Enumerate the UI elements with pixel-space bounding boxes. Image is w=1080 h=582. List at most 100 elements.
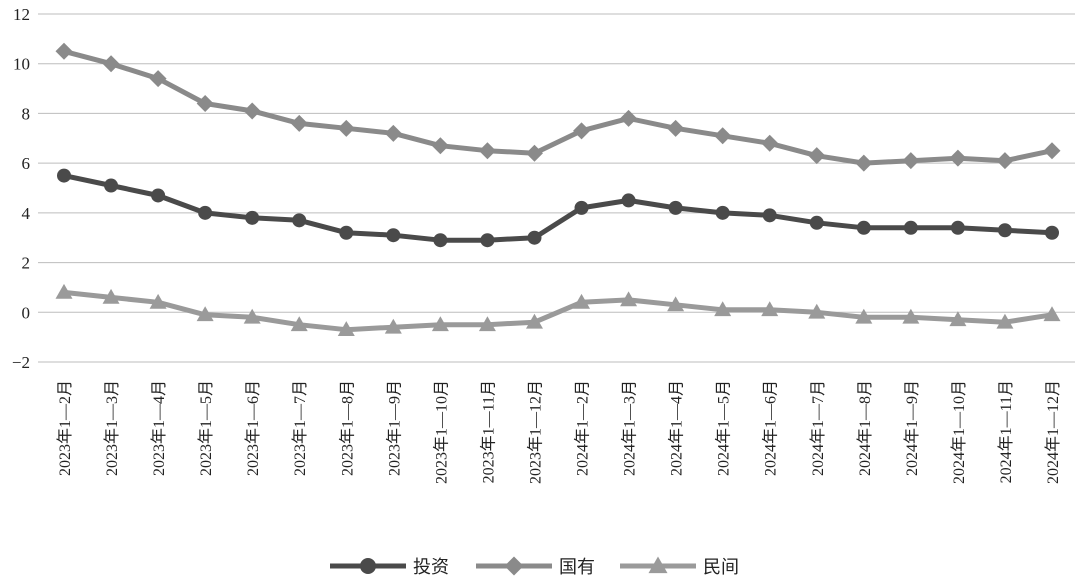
x-tick-label: 2023年1—9月: [385, 380, 403, 476]
x-tick-label: 2024年1—11月: [997, 380, 1015, 483]
series-2: [55, 42, 1061, 172]
x-tick-label: 2023年1—10月: [432, 380, 450, 484]
data-point: [245, 210, 260, 225]
data-point: [808, 303, 826, 319]
data-point: [525, 313, 543, 329]
y-axis-ticks: 12 10 8 6 4 2 0 −2: [12, 5, 31, 372]
y-tick-label: 10: [13, 55, 30, 74]
series-group: [55, 42, 1061, 337]
data-point: [1043, 306, 1061, 322]
data-point: [997, 223, 1012, 238]
x-tick-label: 2024年1—8月: [856, 380, 874, 476]
x-tick-label: 2024年1—7月: [809, 380, 827, 476]
data-point: [855, 154, 873, 172]
legend-label: 国有: [559, 557, 595, 577]
x-tick-label: 2023年1—4月: [150, 380, 168, 476]
legend-marker: [648, 556, 668, 574]
legend: 投资 国有 民间: [330, 556, 739, 577]
legend-marker: [504, 556, 524, 576]
data-point: [667, 296, 685, 312]
data-point: [478, 142, 496, 160]
legend-marker: [360, 558, 376, 574]
data-point: [996, 152, 1014, 170]
data-point: [620, 291, 638, 307]
data-point: [243, 308, 261, 324]
y-tick-label: −2: [12, 353, 30, 372]
data-point: [949, 149, 967, 167]
data-point: [809, 215, 824, 230]
series-line: [63, 48, 1053, 166]
data-point: [762, 208, 777, 223]
data-point: [57, 168, 71, 183]
data-point: [339, 225, 354, 240]
data-point: [384, 124, 402, 142]
data-point: [808, 147, 826, 165]
data-point: [949, 311, 967, 327]
x-tick-label: 2023年1—7月: [291, 380, 309, 476]
x-tick-label: 2024年1—3月: [621, 380, 639, 476]
legend-label: 民间: [703, 557, 739, 577]
data-point: [102, 288, 120, 304]
x-tick-label: 2023年1—2月: [56, 380, 74, 476]
y-tick-label: 2: [22, 254, 31, 273]
data-point: [243, 102, 261, 120]
data-point: [102, 55, 120, 73]
data-point: [290, 316, 308, 332]
x-tick-label: 2023年1—5月: [197, 380, 215, 476]
data-point: [104, 178, 119, 193]
x-axis-ticks: 2023年1—2月 2023年1—3月 2023年1—4月 2023年1—5月 2023…: [56, 380, 1062, 484]
legend-label: 投资: [413, 557, 449, 577]
series-3: [55, 283, 1061, 337]
data-point: [196, 94, 214, 112]
data-point: [903, 220, 918, 235]
x-tick-label: 2024年1—6月: [762, 380, 780, 476]
y-tick-label: 6: [22, 154, 31, 173]
x-tick-label: 2024年1—4月: [668, 380, 686, 476]
data-point: [714, 301, 732, 317]
x-tick-label: 2024年1—5月: [715, 380, 733, 476]
data-point: [196, 306, 214, 322]
data-point: [902, 308, 920, 324]
x-tick-label: 2024年1—9月: [903, 380, 921, 476]
data-point: [198, 205, 213, 220]
data-point: [856, 220, 871, 235]
data-point: [667, 119, 685, 137]
data-point: [480, 233, 495, 248]
legend-item: 民间: [620, 556, 739, 577]
data-point: [996, 313, 1014, 329]
y-tick-label: 4: [22, 204, 31, 223]
data-point: [292, 213, 307, 228]
data-point: [337, 321, 355, 337]
series-1: [57, 168, 1059, 248]
x-tick-label: 2024年1—10月: [950, 380, 968, 484]
data-point: [573, 293, 591, 309]
legend-item: 国有: [476, 556, 595, 577]
x-tick-label: 2024年1—2月: [574, 380, 592, 476]
data-point: [761, 134, 779, 152]
x-tick-label: 2023年1—11月: [479, 380, 497, 483]
data-point: [527, 230, 542, 245]
x-tick-label: 2023年1—6月: [244, 380, 262, 476]
series-line: [63, 289, 1053, 333]
data-point: [149, 70, 167, 88]
data-point: [525, 144, 543, 162]
data-point: [620, 109, 638, 127]
data-point: [1043, 142, 1061, 160]
data-point: [621, 193, 636, 208]
legend-item: 投资: [330, 557, 449, 577]
data-point: [573, 122, 591, 140]
data-point: [290, 114, 308, 132]
data-point: [151, 188, 166, 203]
series-line: [63, 173, 1053, 243]
data-point: [761, 301, 779, 317]
data-point: [55, 42, 73, 60]
y-tick-label: 12: [13, 5, 30, 24]
data-point: [902, 152, 920, 170]
y-tick-label: 0: [22, 303, 31, 322]
data-point: [714, 127, 732, 145]
data-point: [431, 137, 449, 155]
data-point: [668, 200, 683, 215]
data-point: [384, 318, 402, 334]
data-point: [433, 233, 448, 248]
x-tick-label: 2023年1—12月: [526, 380, 544, 484]
